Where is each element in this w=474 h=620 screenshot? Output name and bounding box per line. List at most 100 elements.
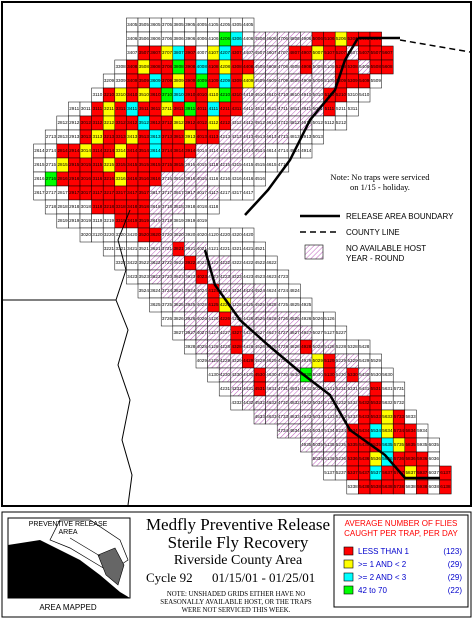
- legend-swatch: [343, 559, 354, 569]
- grid-label: 5935: [417, 442, 428, 447]
- grid-label: 3115: [92, 162, 102, 167]
- grid-label: 4416: [243, 176, 254, 181]
- grid-label: 4830: [289, 372, 300, 377]
- grid-label: 4309: [231, 78, 242, 83]
- legend-swatch: [343, 585, 354, 595]
- grid-label: 4724: [278, 288, 289, 293]
- grid-label: 4932: [301, 400, 312, 405]
- grid-label: 3911: [185, 106, 195, 111]
- grid-label: 5438: [359, 484, 370, 489]
- grid-label: 4126: [208, 316, 219, 321]
- grid-label: 4016: [197, 176, 208, 181]
- grid-label: 3807: [173, 50, 184, 55]
- grid-label: 4105: [208, 22, 219, 27]
- grid-label: 2917: [69, 190, 80, 195]
- grid-label: 5127: [324, 330, 335, 335]
- grid-label: 4118: [208, 204, 218, 209]
- grid-label: 5632: [382, 400, 393, 405]
- grid-label: 4020: [197, 232, 208, 237]
- grid-label: 5630: [382, 372, 393, 377]
- grid-label: 4611: [266, 106, 276, 111]
- legend-label: 42 to 70: [358, 586, 387, 595]
- grid-label: 5329: [347, 358, 358, 363]
- grid-label: 4522: [255, 260, 266, 265]
- grid-label: 4320: [231, 232, 242, 237]
- grid-label: 5027: [313, 330, 324, 335]
- grid-label: 2718: [46, 204, 57, 209]
- grid-label: 3913: [185, 134, 196, 139]
- grid-label: 3907: [185, 50, 196, 55]
- grid-label: 4811: [290, 106, 300, 111]
- legend-count: (22): [448, 586, 463, 595]
- grid-label: 5306: [347, 36, 358, 41]
- grid-label: 3310: [115, 92, 126, 97]
- grid-label: 4021: [197, 246, 208, 251]
- grid-label: 5536: [371, 456, 382, 461]
- grid-label: 5736: [394, 456, 405, 461]
- grid-label: 5032: [313, 400, 324, 405]
- grid-label: 3507: [139, 50, 150, 55]
- catch-legend-items: LESS THAN 1 (123) >= 1 AND < 2 (29) >= 2 AND…: [343, 546, 463, 595]
- grid-label: 4526: [255, 316, 266, 321]
- legend-title: CAUGHT PER TRAP, PER DAY: [344, 529, 458, 538]
- grid-label: 5009: [313, 78, 324, 83]
- grid-label: 5207: [336, 50, 347, 55]
- inset-pointer: [69, 537, 101, 557]
- grid-label: 5033: [313, 414, 324, 419]
- grid-label: 4506: [255, 36, 266, 41]
- grid-label: 3607: [150, 50, 161, 55]
- grid-label: 3015: [81, 162, 92, 167]
- grid-label: 4531: [255, 386, 266, 391]
- grid-label: 2818: [57, 204, 68, 209]
- grid-label: 3019: [81, 218, 92, 223]
- grid-label: 5131: [324, 386, 335, 391]
- grid-label: 4213: [220, 134, 231, 139]
- grid-label: 3909: [185, 78, 196, 83]
- grid-label: 3923: [185, 274, 196, 279]
- grid-label: 3517: [139, 190, 150, 195]
- inset-area: [97, 547, 125, 586]
- grid-label: 3518: [139, 204, 150, 209]
- grid-label: 4509: [255, 78, 266, 83]
- note: on 1/15 - holiday.: [350, 182, 410, 192]
- grid-label: 2717: [46, 190, 57, 195]
- grid-label: 4420: [243, 232, 254, 237]
- grid-label: 4019: [197, 218, 208, 223]
- legend-label: NO AVAILABLE HOST: [346, 244, 426, 253]
- grid-label: 6137: [440, 470, 451, 475]
- grid-label: 3114: [92, 148, 102, 153]
- grid-label: 5834: [405, 428, 416, 433]
- grid-label: 3012: [81, 120, 92, 125]
- grid-label: 5429: [359, 358, 370, 363]
- grid-label: 4225: [220, 302, 231, 307]
- grid-label: 3409: [127, 78, 138, 83]
- grid-label: 4211: [220, 106, 230, 111]
- grid-label: 3410: [127, 92, 138, 97]
- grid-label: 3908: [185, 64, 196, 69]
- grid-label: 3826: [173, 316, 184, 321]
- grid-label: 3925: [185, 302, 196, 307]
- grid-label: 4406: [243, 36, 254, 41]
- grid-label: 3421: [127, 246, 138, 251]
- grid-label: 3616: [150, 176, 161, 181]
- grid-label: 4410: [243, 92, 254, 97]
- grid-label: 6036: [429, 456, 440, 461]
- grid-cell: [381, 59, 394, 75]
- grid-label: 3405: [127, 22, 138, 27]
- grid-label: 4622: [266, 260, 277, 265]
- grid-label: 4813: [289, 134, 300, 139]
- grid-label: 5637: [382, 470, 393, 475]
- grid-label: 4707: [278, 50, 289, 55]
- grid-label: 5135: [324, 442, 335, 447]
- grid-label: 4305: [231, 22, 242, 27]
- grid-label: 5538: [371, 484, 382, 489]
- grid-label: 4231: [220, 386, 231, 391]
- grid-label: 3720: [162, 232, 173, 237]
- grid-label: 3827: [173, 330, 184, 335]
- grid-label: 4221: [220, 246, 231, 251]
- inset-caption: AREA MAPPED: [39, 603, 97, 612]
- grid-label: 4631: [266, 386, 277, 391]
- grid-label: 5837: [405, 470, 416, 475]
- grid-label: 4926: [301, 316, 312, 321]
- grid-label: 4027: [197, 330, 208, 335]
